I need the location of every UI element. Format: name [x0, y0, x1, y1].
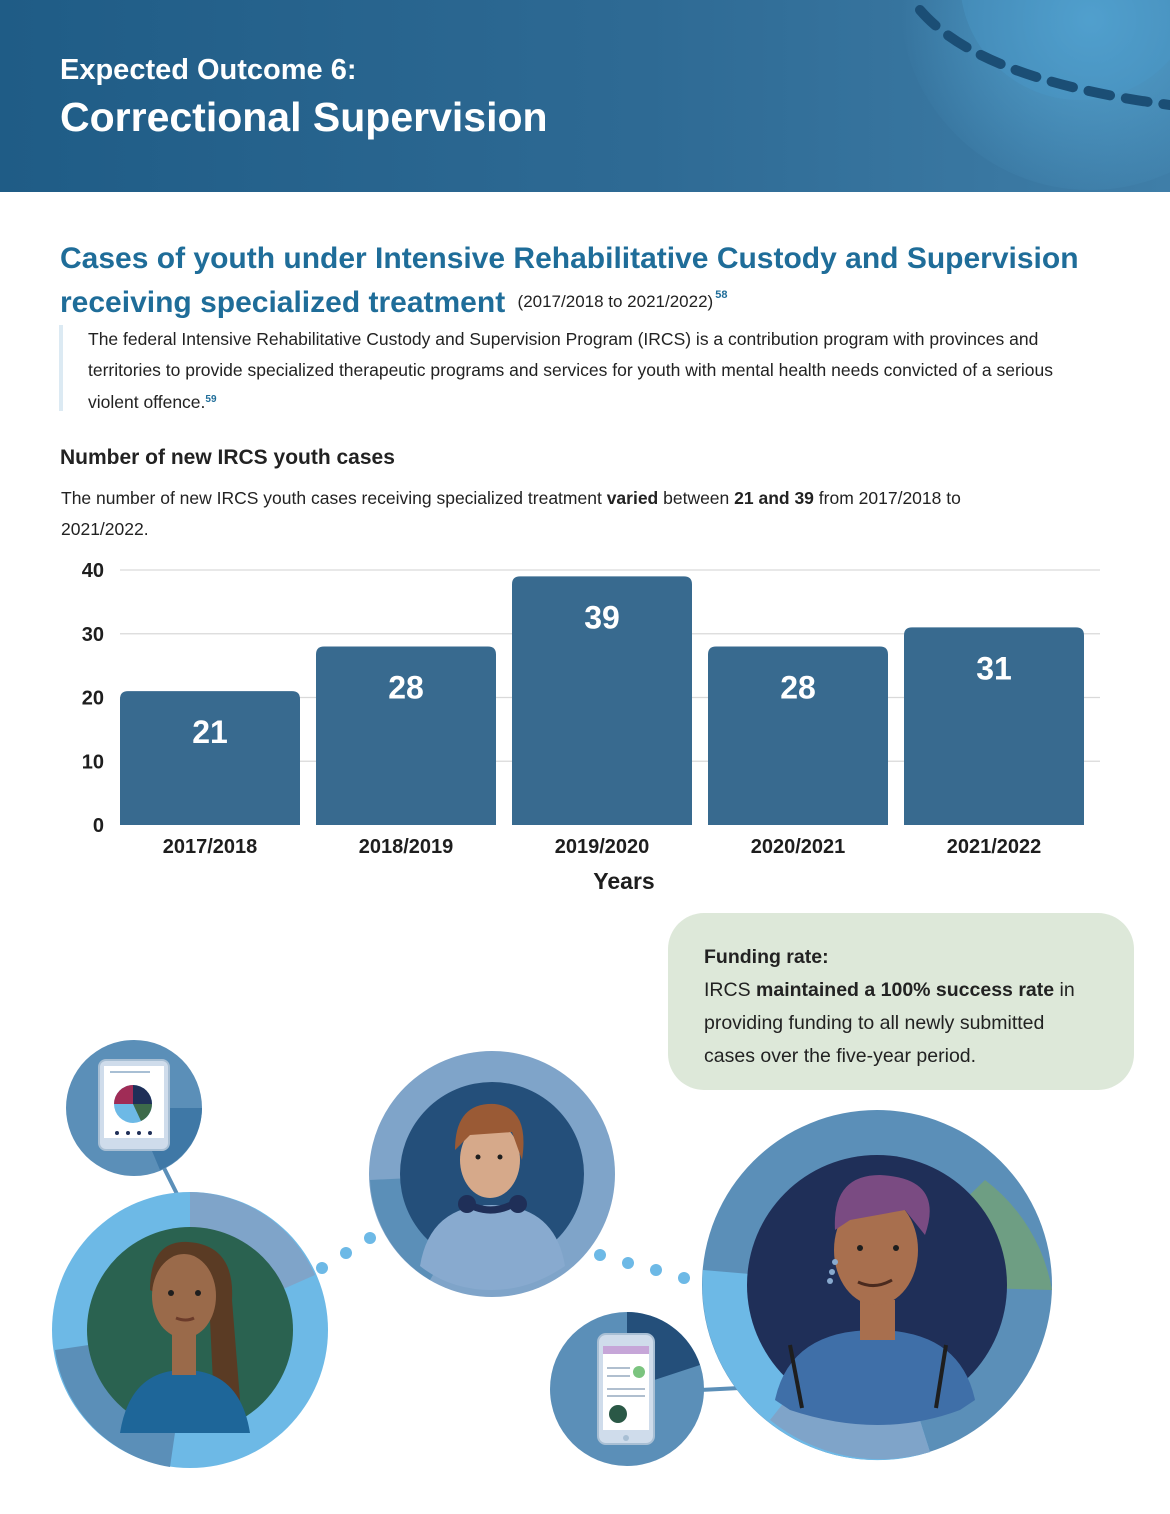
chart-desc-text-1: The number of new IRCS youth cases recei… [61, 488, 607, 508]
illustration [52, 1040, 1052, 1468]
bar-value-label: 21 [192, 714, 228, 750]
dashed-arc-decoration [900, 0, 1170, 190]
quote-bar [59, 325, 63, 411]
section-title-text: Cases of youth under Intensive Rehabilit… [60, 242, 1079, 319]
bar-chart: 0 10 20 30 40 21 2017/2018 28 2018/2019 39 2019/20… [82, 560, 1100, 894]
x-tick-label: 2020/2021 [751, 836, 846, 858]
footnote-ref-59: 59 [205, 394, 217, 405]
bar [708, 646, 888, 825]
x-axis-label: Years [593, 868, 654, 894]
bar-value-label: 31 [976, 650, 1012, 686]
connector-line [699, 1386, 741, 1392]
portrait-man-purple-hair [702, 1110, 1052, 1461]
bar-value-label: 39 [584, 599, 620, 635]
bar [316, 646, 496, 825]
bar [120, 691, 300, 825]
x-tick-label: 2019/2020 [555, 836, 650, 858]
intro-paragraph: The federal Intensive Rehabilitative Cus… [88, 324, 1088, 418]
chart-description: The number of new IRCS youth cases recei… [61, 483, 1011, 544]
chart-desc-text-2: between [658, 488, 735, 508]
portrait-youth-headphones [369, 1051, 615, 1297]
footnote-ref-58: 58 [715, 289, 728, 301]
callout-text-1: IRCS [704, 979, 757, 1001]
y-tick-label: 40 [82, 560, 104, 582]
y-tick-label: 0 [93, 815, 104, 837]
funding-rate-callout: Funding rate: IRCS maintained a 100% suc… [668, 913, 1134, 1090]
y-tick-label: 30 [82, 624, 104, 646]
y-tick-label: 20 [82, 688, 104, 710]
chart-desc-bold-2: 21 and 39 [734, 488, 814, 508]
callout-text-2: in providing funding to all newly submit… [704, 979, 1075, 1067]
intro-text: The federal Intensive Rehabilitative Cus… [88, 329, 1053, 412]
section-date-range: (2017/2018 to 2021/2022) [517, 292, 714, 311]
chart-desc-text-3: from 2017/2018 to 2021/2022. [61, 488, 961, 539]
chart-desc-bold-1: varied [606, 488, 659, 508]
callout-heading: Funding rate: [704, 946, 829, 968]
x-tick-label: 2017/2018 [163, 836, 258, 858]
portrait-woman-braids [52, 1192, 328, 1468]
bar-value-label: 28 [780, 670, 816, 706]
bar [512, 576, 692, 825]
connector-dots [316, 1232, 690, 1284]
x-tick-label: 2018/2019 [359, 836, 454, 858]
bar [904, 627, 1084, 825]
bar-value-label: 28 [388, 670, 424, 706]
tablet-chart-icon [66, 1040, 202, 1176]
chart-heading: Number of new IRCS youth cases [60, 446, 395, 469]
phone-icon [550, 1312, 704, 1466]
y-tick-label: 10 [82, 751, 104, 773]
callout-body: IRCS maintained a 100% success rate in p… [704, 974, 1100, 1073]
banner-kicker: Expected Outcome 6: [60, 54, 357, 86]
x-tick-label: 2021/2022 [947, 836, 1042, 858]
page-title: Correctional Supervision [60, 94, 548, 140]
header-banner: Expected Outcome 6: Correctional Supervi… [0, 0, 1170, 192]
callout-bold: maintained a 100% success rate [756, 979, 1055, 1001]
section-title: Cases of youth under Intensive Rehabilit… [60, 240, 1100, 321]
